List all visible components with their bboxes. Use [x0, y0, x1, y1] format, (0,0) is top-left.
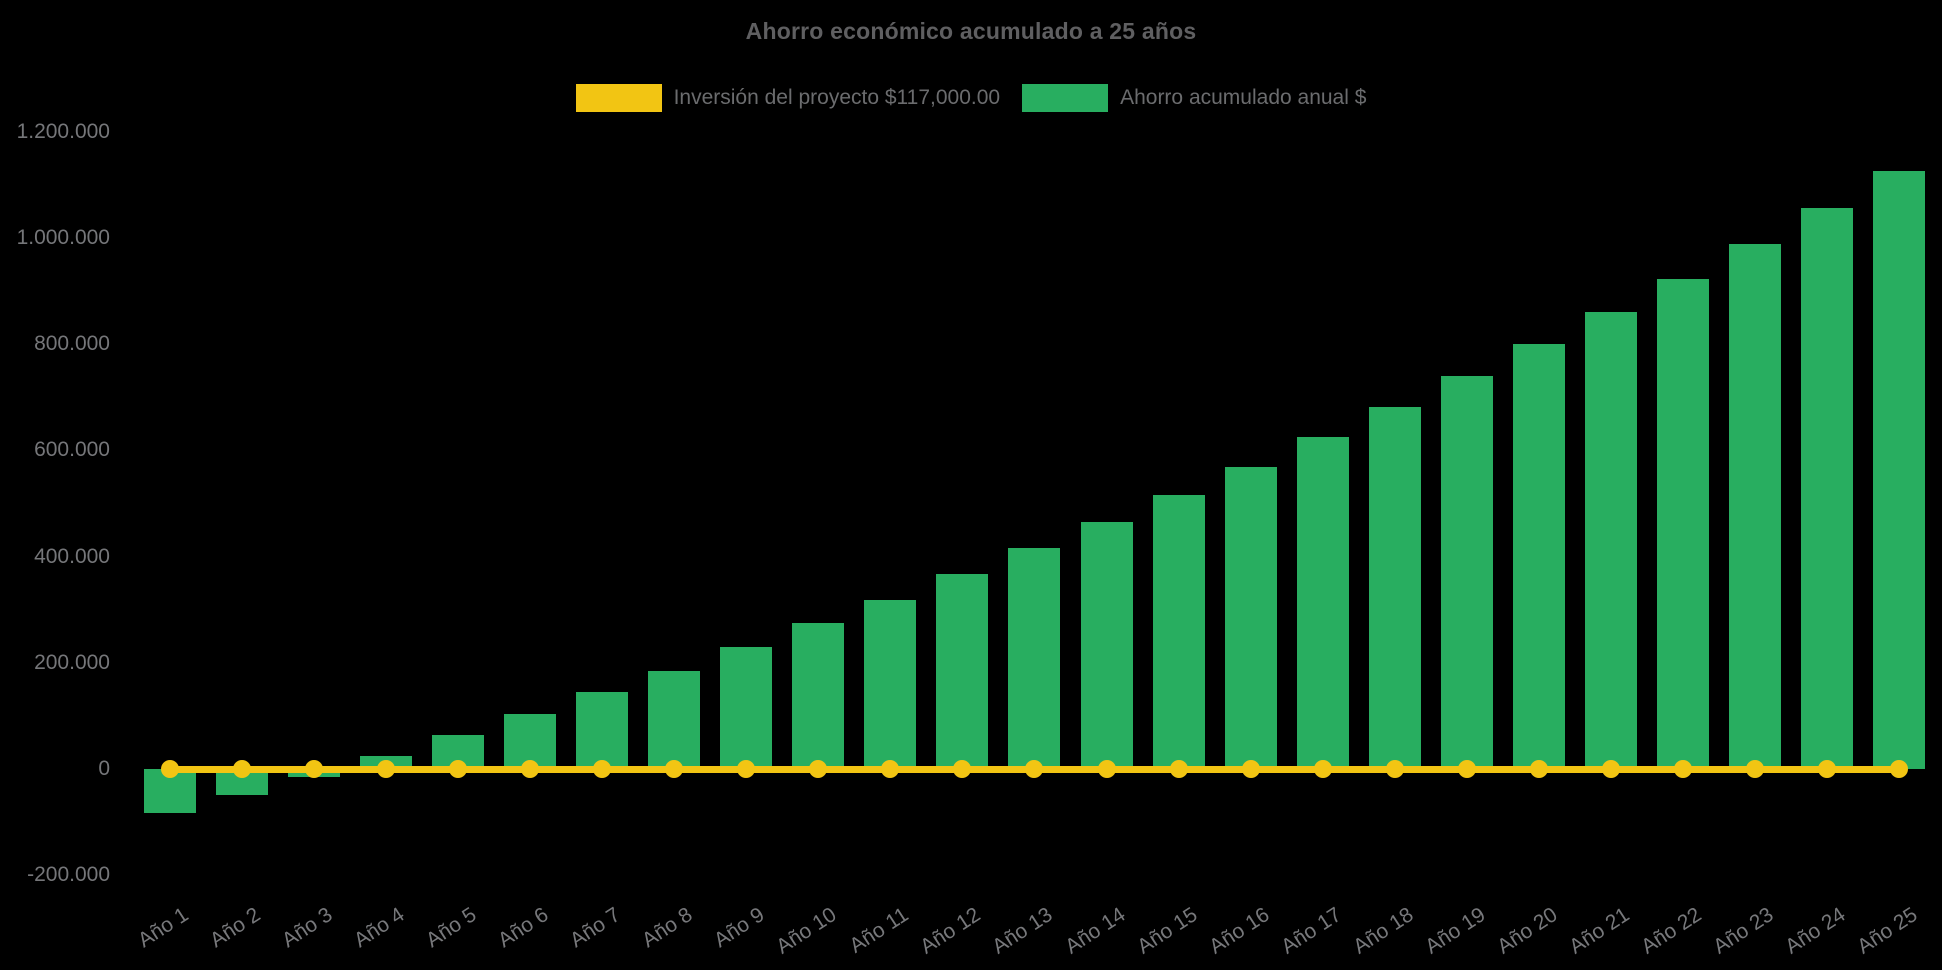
investment-line-point[interactable] — [953, 760, 972, 778]
investment-line-point[interactable] — [521, 760, 540, 778]
investment-line-point[interactable] — [1529, 760, 1548, 778]
x-axis-label: Año 23 — [1709, 903, 1778, 959]
bar-año-6[interactable] — [504, 714, 557, 769]
bar-año-17[interactable] — [1296, 437, 1349, 769]
x-axis-label: Año 15 — [1132, 903, 1202, 959]
x-axis-label: Año 18 — [1348, 903, 1418, 959]
x-axis-label: Año 24 — [1781, 903, 1850, 959]
x-axis-label: Año 10 — [772, 903, 841, 959]
investment-line-point[interactable] — [1385, 760, 1404, 778]
bar-año-11[interactable] — [864, 599, 917, 769]
y-axis-label: -200.000 — [27, 863, 110, 887]
bar-año-9[interactable] — [720, 647, 773, 769]
investment-line-point[interactable] — [1889, 760, 1908, 778]
x-axis-label: Año 8 — [638, 903, 697, 953]
investment-line-point[interactable] — [377, 760, 396, 778]
chart-title: Ahorro económico acumulado a 25 años — [745, 18, 1197, 44]
y-axis-label: 0 — [98, 757, 110, 780]
x-axis-label: Año 16 — [1204, 903, 1274, 959]
investment-line-point[interactable] — [1673, 760, 1692, 778]
x-axis-label: Año 12 — [916, 903, 985, 959]
bar-año-15[interactable] — [1152, 494, 1205, 769]
bar-año-14[interactable] — [1080, 521, 1133, 769]
investment-line-point[interactable] — [161, 760, 179, 778]
x-axis-label: Año 21 — [1564, 903, 1634, 959]
investment-line-swatch-icon — [575, 84, 662, 112]
legend-item-savings[interactable]: Ahorro acumulado anual $ — [1022, 84, 1366, 112]
legend-item-investment[interactable]: Inversión del proyecto $117,000.00 — [575, 84, 1001, 112]
y-axis-label: 1.000.000 — [16, 226, 110, 249]
x-axis-label: Año 2 — [205, 903, 265, 953]
bar-año-7[interactable] — [576, 692, 629, 769]
investment-line-point[interactable] — [233, 760, 252, 778]
bar-año-23[interactable] — [1728, 243, 1781, 769]
x-axis-label: Año 19 — [1420, 903, 1490, 959]
savings-bar-swatch-icon — [1022, 84, 1109, 112]
x-axis-label: Año 1 — [133, 903, 193, 953]
x-axis-label: Año 25 — [1853, 903, 1922, 959]
investment-line-point[interactable] — [809, 760, 828, 778]
bar-año-24[interactable] — [1800, 207, 1853, 769]
x-axis-label: Año 7 — [566, 903, 625, 953]
x-axis-label: Año 9 — [710, 903, 769, 953]
investment-line-point[interactable] — [1169, 760, 1188, 778]
x-axis-label: Año 6 — [494, 903, 553, 953]
bar-año-18[interactable] — [1368, 407, 1421, 769]
legend-label-savings: Ahorro acumulado anual $ — [1120, 86, 1367, 109]
y-axis-label: 200.000 — [34, 650, 110, 674]
investment-line-point[interactable] — [593, 760, 612, 778]
investment-line-point[interactable] — [1313, 760, 1332, 778]
investment-line-point[interactable] — [305, 760, 324, 778]
x-axis-label: Año 20 — [1492, 903, 1562, 959]
x-axis-label: Año 13 — [988, 903, 1057, 959]
bar-año-21[interactable] — [1584, 312, 1637, 769]
investment-line-point[interactable] — [1097, 760, 1116, 778]
investment-line-point[interactable] — [1817, 760, 1836, 778]
bar-año-16[interactable] — [1224, 466, 1277, 769]
x-axis-label: Año 22 — [1637, 903, 1706, 959]
investment-line-point[interactable] — [1601, 760, 1620, 778]
bar-año-8[interactable] — [648, 671, 701, 769]
investment-line-point[interactable] — [1745, 760, 1764, 778]
x-axis-label: Año 3 — [278, 903, 337, 953]
investment-line-point[interactable] — [665, 760, 684, 778]
legend-label-investment: Inversión del proyecto $117,000.00 — [673, 86, 1001, 109]
investment-line-point[interactable] — [449, 760, 468, 778]
y-axis-label: 400.000 — [34, 544, 110, 568]
y-axis-label: 800.000 — [34, 332, 110, 356]
investment-line-point[interactable] — [1457, 760, 1476, 778]
x-axis-label: Año 5 — [422, 903, 481, 953]
chart-legend: Inversión del proyecto $117,000.00 Ahorr… — [0, 84, 1942, 112]
bar-año-10[interactable] — [792, 622, 845, 769]
x-axis-label: Año 4 — [350, 903, 409, 953]
bar-año-22[interactable] — [1656, 278, 1709, 769]
x-axis-label: Año 11 — [845, 903, 913, 958]
x-axis-label: Año 14 — [1060, 903, 1130, 959]
bar-año-25[interactable] — [1872, 170, 1925, 769]
y-axis-label: 1.200.000 — [16, 119, 110, 143]
investment-line-point[interactable] — [881, 760, 900, 778]
bar-año-13[interactable] — [1008, 547, 1061, 769]
bar-año-20[interactable] — [1512, 344, 1565, 769]
bar-año-19[interactable] — [1440, 376, 1493, 769]
investment-line-point[interactable] — [1025, 760, 1044, 778]
investment-line-point[interactable] — [737, 760, 756, 778]
bar-año-12[interactable] — [936, 574, 989, 769]
x-axis-label: Año 17 — [1276, 903, 1346, 959]
investment-line-point[interactable] — [1241, 760, 1260, 778]
y-axis-label: 600.000 — [34, 438, 110, 462]
